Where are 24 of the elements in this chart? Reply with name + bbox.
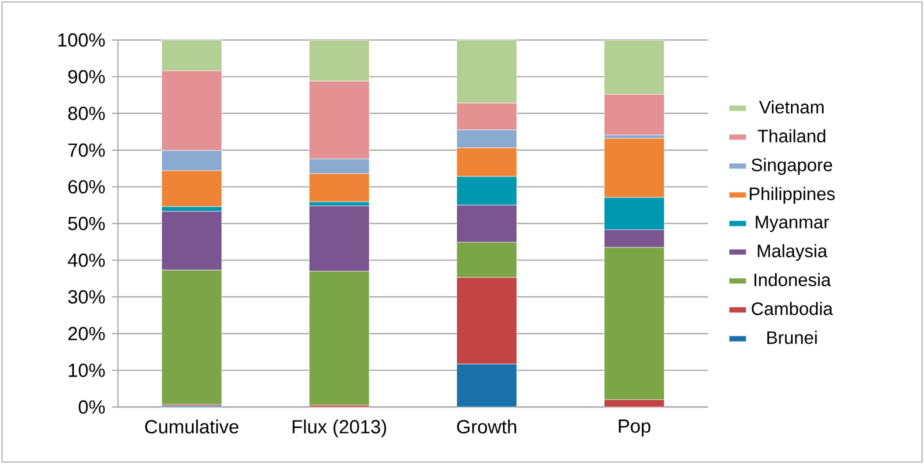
- y-tick-label: 10%: [68, 364, 105, 378]
- legend-label: Malaysia: [758, 244, 828, 261]
- y-tick-label: 40%: [68, 253, 105, 267]
- legend-label: Brunei: [767, 330, 817, 344]
- y-tick-label: 90%: [68, 70, 105, 84]
- legend-label: Myanmar: [756, 216, 830, 232]
- legend-label: Singapore: [752, 158, 832, 175]
- x-tick-label: Flux (2013): [292, 420, 386, 438]
- y-tick-label: 80%: [68, 106, 105, 120]
- legend-label: Indonesia: [754, 273, 831, 286]
- y-tick-label: 60%: [68, 180, 105, 194]
- x-tick-label: Cumulative: [145, 420, 238, 434]
- y-tick-label: 100%: [58, 33, 105, 47]
- y-tick-label: 30%: [68, 290, 105, 304]
- legend-label: Philippines: [750, 186, 835, 204]
- y-tick-label: 20%: [68, 326, 105, 340]
- legend-label: Thailand: [758, 129, 826, 142]
- y-tick-label: 50%: [68, 216, 105, 230]
- x-tick-label: Growth: [457, 420, 516, 434]
- x-tick-label: Pop: [618, 420, 650, 437]
- legend-label: Cambodia: [752, 302, 833, 316]
- y-tick-label: 70%: [68, 143, 105, 157]
- legend-label: Vietnam: [759, 100, 824, 114]
- y-tick-label: 0%: [78, 400, 105, 414]
